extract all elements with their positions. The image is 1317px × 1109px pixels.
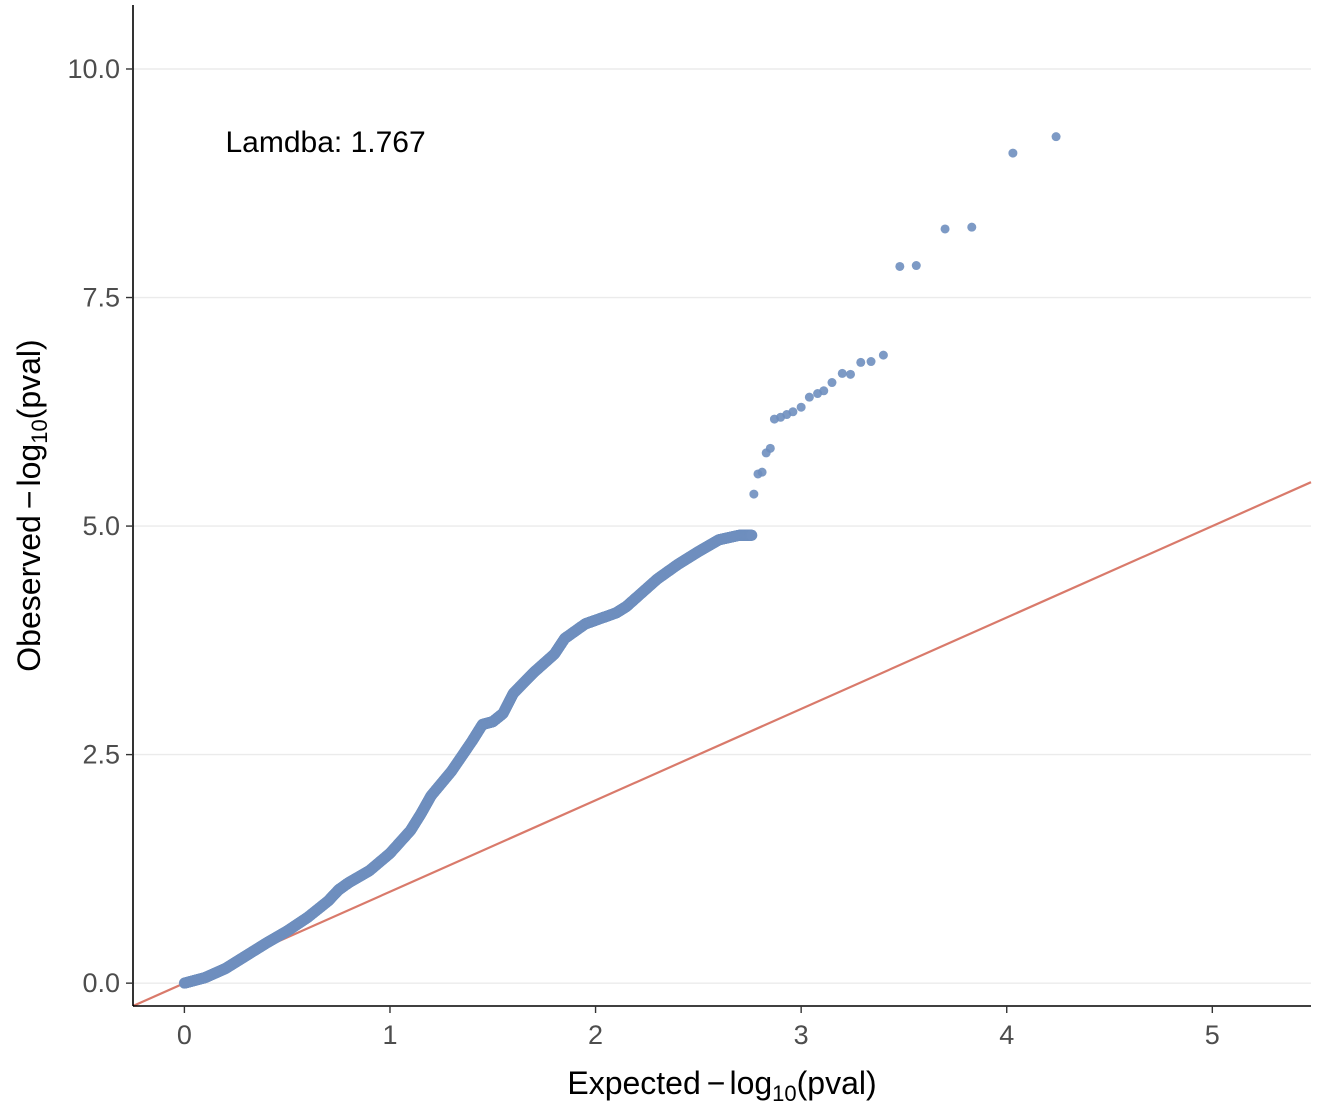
y-tick-label-1: 2.5: [82, 740, 120, 770]
axes: [132, 5, 1311, 1007]
x-axis-title: Expected − log10(pval): [567, 1065, 876, 1106]
outlier-point-8: [788, 407, 798, 417]
outlier-point-13: [827, 378, 837, 388]
y-tick-label-3: 7.5: [82, 283, 120, 313]
outlier-point-24: [1051, 132, 1061, 142]
outlier-point-22: [967, 222, 977, 232]
x-tick-label-1: 1: [382, 1020, 397, 1050]
outlier-point-10: [804, 392, 814, 402]
x-tick-label-4: 4: [999, 1020, 1014, 1050]
x-title-log: log: [729, 1065, 772, 1101]
outlier-point-19: [895, 261, 905, 271]
x-title-minus: −: [707, 1065, 726, 1101]
lambda-annotation: Lamdba: 1.767: [226, 126, 426, 159]
outlier-point-2: [757, 467, 767, 477]
x-tick-label-2: 2: [588, 1020, 603, 1050]
y-title-arg: (pval): [11, 339, 47, 419]
y-tick-label-0: 0.0: [82, 968, 120, 998]
reference-line-layer: [132, 481, 1312, 1008]
x-ticks: 0 1 2 3 4 5: [177, 1006, 1220, 1050]
y-title-prefix: Obeserved: [11, 515, 47, 672]
x-title-prefix: Expected: [567, 1065, 700, 1101]
x-title-arg: (pval): [797, 1065, 877, 1101]
outlier-point-20: [911, 261, 921, 271]
y-ticks: 0.0 2.5 5.0 7.5 10.0: [67, 54, 133, 998]
y-tick-label-4: 10.0: [67, 54, 120, 84]
outlier-point-23: [1008, 148, 1018, 158]
curve-point-2040: [746, 529, 758, 541]
y-title-sub: 10: [27, 419, 52, 443]
y-title-minus: −: [11, 490, 47, 509]
points-layer: [178, 132, 1061, 989]
y-axis-title: Obeserved − log10(pval): [11, 339, 52, 671]
outlier-point-14: [837, 368, 847, 378]
y-title-log: log: [11, 444, 47, 487]
x-title-sub: 10: [772, 1081, 796, 1106]
x-tick-label-3: 3: [794, 1020, 809, 1050]
outlier-point-12: [819, 386, 829, 396]
grid-lines: [133, 68, 1311, 984]
y-tick-label-2: 5.0: [82, 511, 120, 541]
outlier-point-0: [749, 489, 759, 499]
outlier-point-17: [866, 357, 876, 367]
x-tick-label-0: 0: [177, 1020, 192, 1050]
x-tick-label-5: 5: [1205, 1020, 1220, 1050]
outlier-point-21: [940, 224, 950, 234]
outlier-point-9: [796, 402, 806, 412]
outlier-point-4: [765, 443, 775, 453]
outlier-point-15: [845, 369, 855, 379]
reference-line: [132, 481, 1312, 1008]
outlier-point-16: [856, 357, 866, 367]
outlier-point-18: [878, 350, 888, 360]
